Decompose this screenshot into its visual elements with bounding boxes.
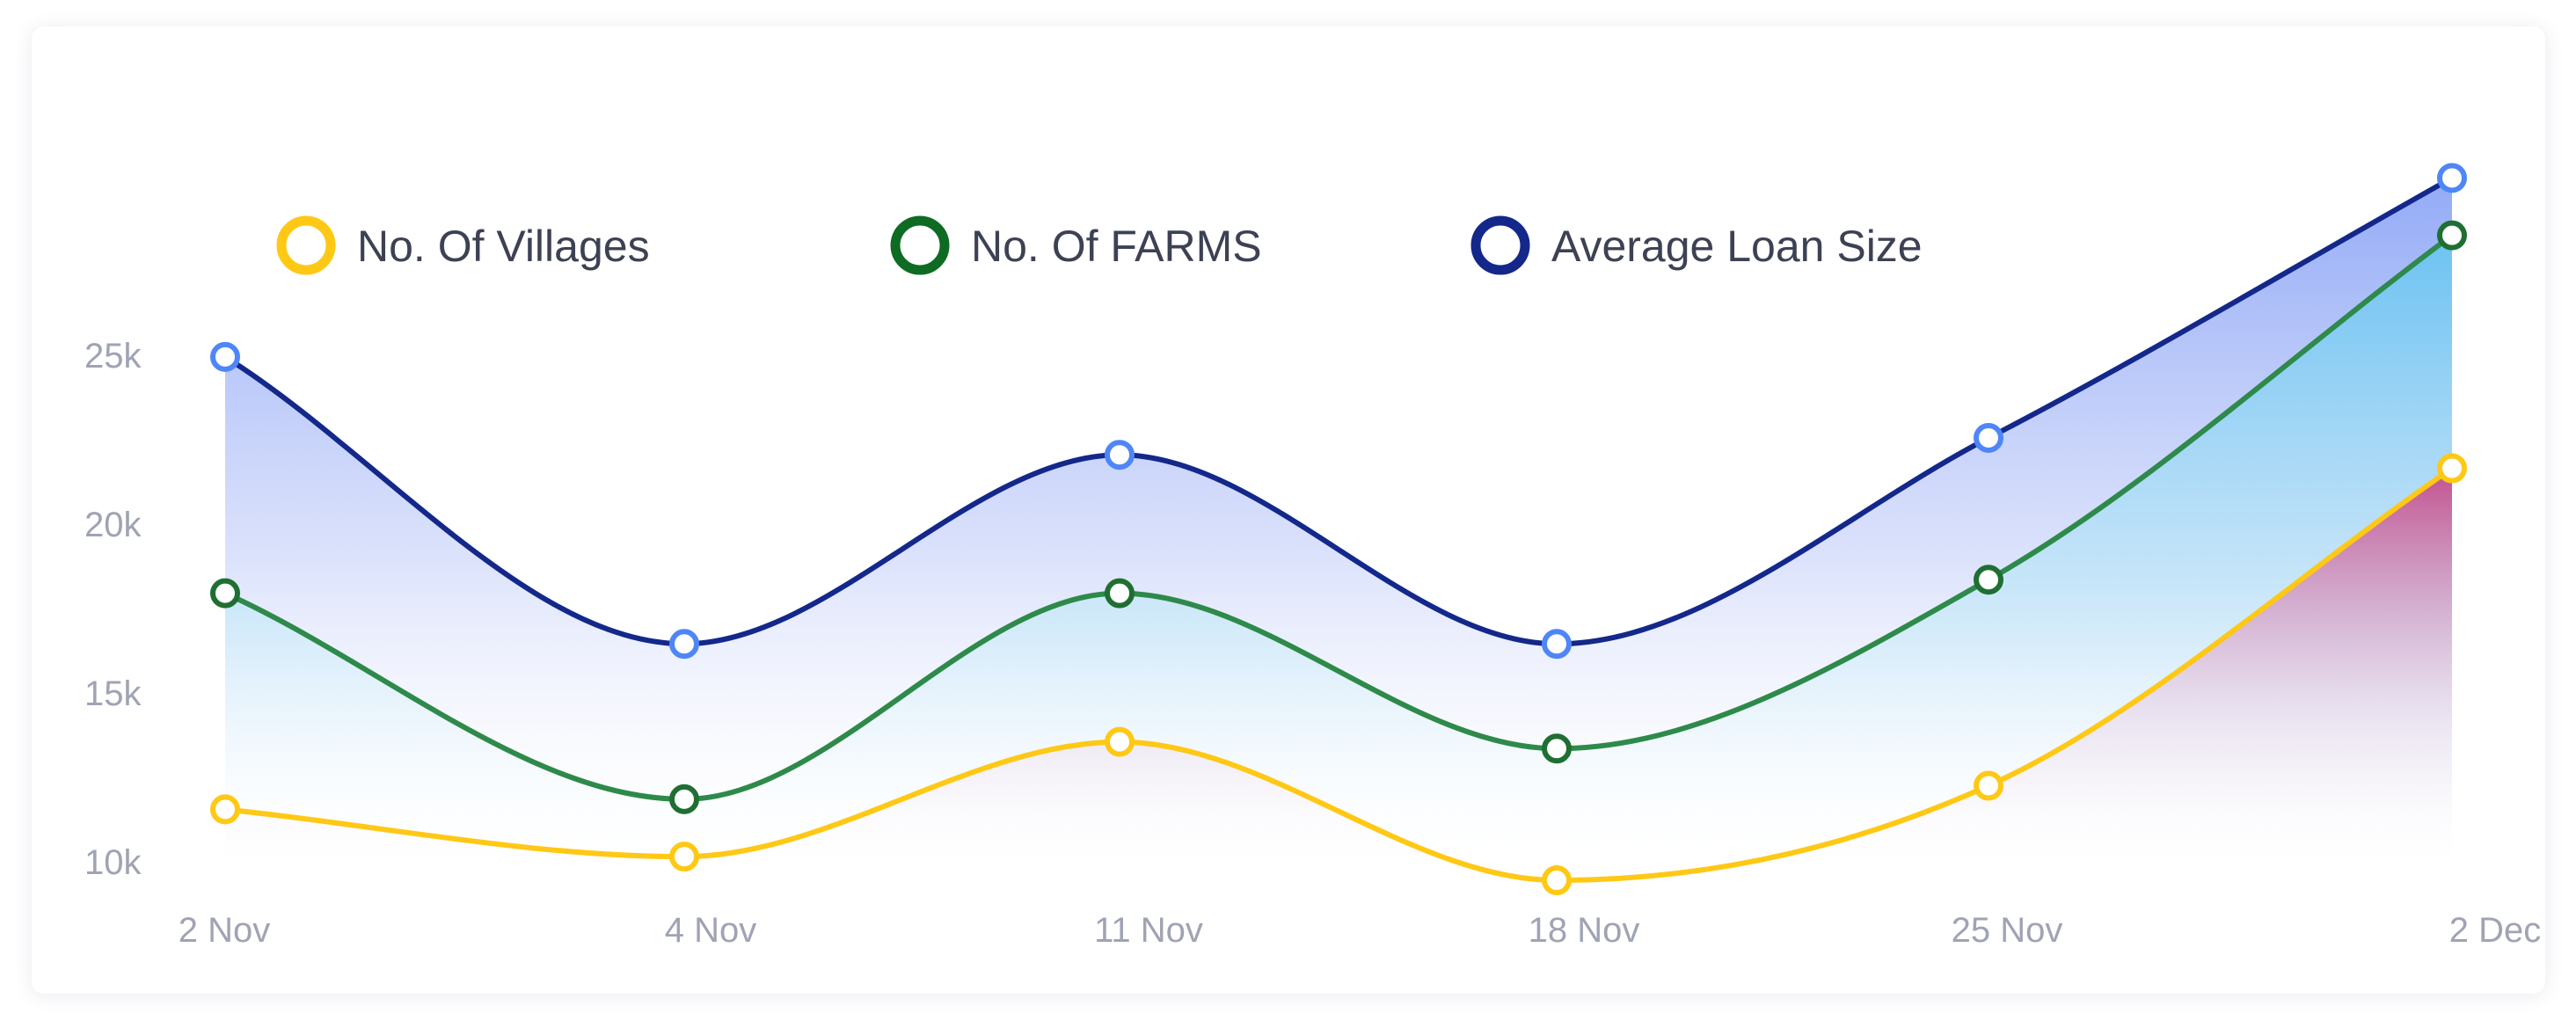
legend: No. Of Villages No. Of FARMS Average Loan … bbox=[276, 215, 1923, 275]
legend-marker bbox=[1470, 215, 1530, 275]
legend-marker bbox=[276, 215, 336, 275]
data-point[interactable] bbox=[210, 794, 240, 825]
x-tick-label: 4 Nov bbox=[665, 911, 757, 950]
legend-marker bbox=[890, 215, 950, 275]
series-points bbox=[210, 163, 2467, 896]
x-tick-label: 18 Nov bbox=[1529, 911, 1640, 950]
data-point[interactable] bbox=[2437, 453, 2467, 484]
legend-label: No. Of Villages bbox=[357, 222, 650, 271]
legend-label: Average Loan Size bbox=[1551, 222, 1923, 271]
data-point[interactable] bbox=[669, 784, 699, 814]
y-tick-label: 20k bbox=[84, 506, 142, 544]
data-point[interactable] bbox=[1105, 440, 1135, 470]
data-point[interactable] bbox=[2437, 220, 2467, 251]
y-tick-label: 10k bbox=[84, 843, 142, 882]
legend-item[interactable]: Average Loan Size bbox=[1470, 215, 1923, 275]
x-axis-ticks: 2 Nov 4 Nov 11 Nov 18 Nov 25 Nov 2 Dec bbox=[179, 911, 2542, 950]
line-no-of-farms bbox=[223, 232, 2455, 802]
data-point[interactable] bbox=[210, 341, 240, 372]
data-point[interactable] bbox=[1105, 578, 1135, 609]
y-axis-ticks: 10k 15k 20k 25k bbox=[84, 337, 142, 882]
data-point[interactable] bbox=[1974, 770, 2003, 801]
data-point[interactable] bbox=[669, 629, 699, 660]
y-tick-label: 25k bbox=[84, 337, 142, 375]
line-average-loan-size bbox=[223, 175, 2455, 647]
data-point[interactable] bbox=[1542, 865, 1572, 896]
x-tick-label: 11 Nov bbox=[1094, 911, 1203, 950]
y-tick-label: 15k bbox=[84, 674, 142, 713]
x-tick-label: 2 Nov bbox=[179, 911, 271, 950]
x-tick-label: 2 Dec bbox=[2449, 911, 2542, 950]
data-point[interactable] bbox=[210, 578, 240, 609]
data-point[interactable] bbox=[1974, 565, 2003, 595]
data-point[interactable] bbox=[2437, 163, 2467, 193]
line-no-of-villages bbox=[223, 465, 2455, 884]
data-point[interactable] bbox=[1542, 629, 1572, 660]
series-lines bbox=[223, 175, 2455, 884]
data-point[interactable] bbox=[1542, 733, 1572, 764]
legend-label: No. Of FARMS bbox=[971, 222, 1262, 271]
line-area-chart: No. Of Villages No. Of FARMS Average Loan … bbox=[84, 163, 2542, 950]
legend-item[interactable]: No. Of Villages bbox=[276, 215, 650, 275]
data-point[interactable] bbox=[1105, 726, 1135, 757]
data-point[interactable] bbox=[669, 842, 699, 872]
legend-item[interactable]: No. Of FARMS bbox=[890, 215, 1262, 275]
area-no-of-farms bbox=[225, 235, 2452, 873]
data-point[interactable] bbox=[1974, 423, 2003, 453]
chart-card: No. Of Villages No. Of FARMS Average Loan … bbox=[32, 26, 2545, 994]
x-tick-label: 25 Nov bbox=[1952, 911, 2063, 950]
